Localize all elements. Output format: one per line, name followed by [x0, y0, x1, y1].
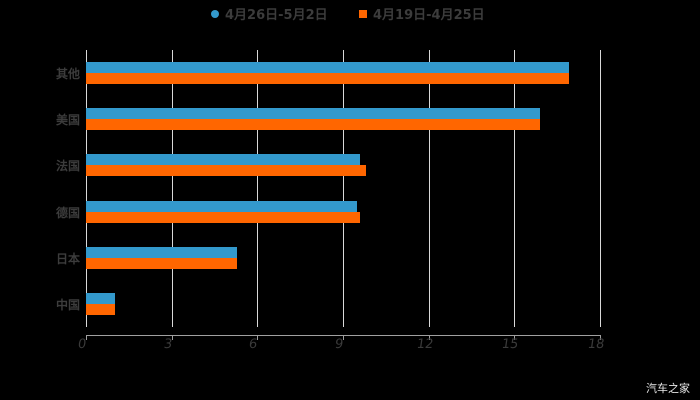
legend-item-series-1[interactable]: 4月26日-5月2日: [211, 4, 328, 23]
x-tick-label: 3: [162, 337, 173, 352]
x-tick-label: 12: [415, 337, 434, 352]
watermark: 汽车之家: [646, 382, 690, 395]
square-marker-icon: [359, 9, 367, 18]
category-label: 中国: [55, 298, 80, 312]
bar[interactable]: [86, 257, 238, 269]
gridline: [257, 50, 259, 327]
x-tick-label: 9: [333, 337, 345, 352]
bar[interactable]: [86, 119, 541, 131]
bar[interactable]: [86, 108, 541, 120]
category-label: 美国: [55, 113, 80, 128]
bar[interactable]: [86, 211, 361, 223]
x-tick: [171, 335, 173, 340]
bar[interactable]: [86, 73, 569, 84]
x-tick-label: 15: [501, 337, 520, 352]
category-label: 其他: [55, 67, 80, 81]
x-tick: [428, 335, 430, 340]
bar[interactable]: [86, 165, 366, 177]
gridline: [428, 50, 430, 327]
category-label: 日本: [55, 251, 80, 266]
legend-item-series-2[interactable]: 4月19日-4月25日: [359, 4, 485, 23]
bar[interactable]: [86, 200, 358, 212]
plot-area: [86, 50, 601, 327]
x-tick: [257, 335, 259, 340]
chart-legend: 4月26日-5月2日 4月19日-4月25日: [0, 4, 700, 23]
x-tick-label: 0: [76, 337, 88, 352]
gridline: [171, 50, 173, 327]
x-tick: [343, 335, 344, 340]
bar[interactable]: [86, 154, 361, 166]
y-axis-line: [86, 50, 87, 327]
x-tick: [600, 335, 601, 340]
x-tick: [514, 335, 516, 340]
bar[interactable]: [86, 304, 115, 315]
bar[interactable]: [86, 246, 238, 258]
category-label: 德国: [55, 205, 80, 220]
legend-label: 4月19日-4月25日: [373, 8, 485, 23]
legend-label: 4月26日-5月2日: [225, 8, 328, 23]
bar[interactable]: [86, 293, 115, 304]
gridline: [600, 50, 601, 327]
circle-marker-icon: [211, 9, 219, 18]
category-label: 法国: [55, 159, 80, 174]
x-tick-label: 6: [248, 337, 259, 352]
gridline: [343, 50, 344, 327]
bar[interactable]: [86, 62, 569, 73]
gridline: [514, 50, 516, 327]
x-tick-label: 18: [586, 337, 606, 352]
x-tick: [86, 335, 87, 340]
